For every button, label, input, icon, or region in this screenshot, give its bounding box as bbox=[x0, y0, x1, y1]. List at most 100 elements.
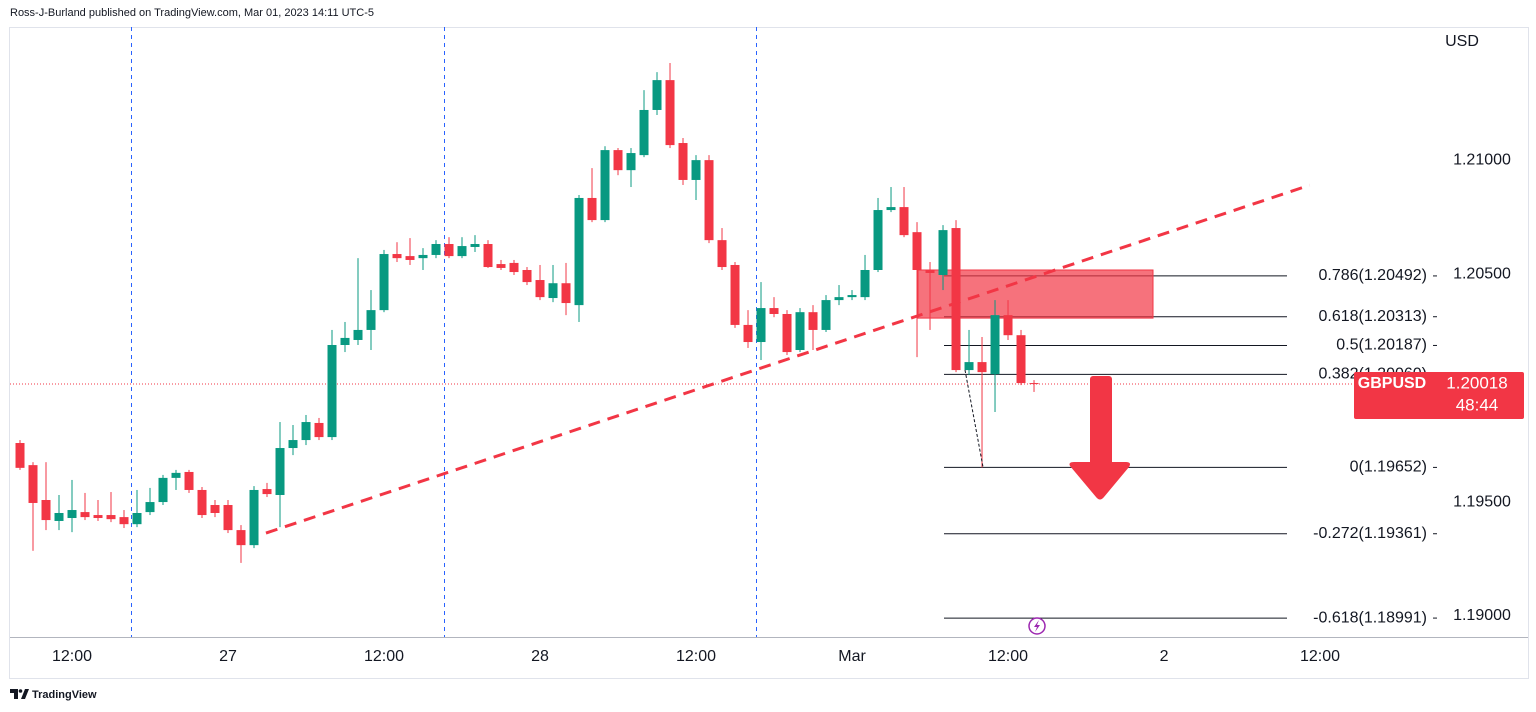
fib-anchor bbox=[964, 369, 984, 468]
candle-body bbox=[795, 312, 805, 351]
x-tick-label: 2 bbox=[1160, 648, 1169, 665]
x-tick-label: 12:00 bbox=[1300, 648, 1340, 665]
symbol-label: GBPUSD bbox=[1358, 375, 1426, 392]
candle-body bbox=[704, 160, 714, 241]
x-tick-label: 12:00 bbox=[52, 648, 92, 665]
y-tick-label: 1.19000 bbox=[1453, 607, 1511, 624]
candle-body bbox=[691, 160, 701, 180]
last-price-label: 1.20018 bbox=[1446, 373, 1507, 392]
candle-body bbox=[301, 422, 311, 441]
candle-body bbox=[678, 143, 688, 180]
brand-logo bbox=[10, 689, 29, 699]
candle-body bbox=[769, 308, 779, 314]
candle-body bbox=[132, 512, 142, 525]
candle-body bbox=[366, 310, 376, 330]
candle-body bbox=[860, 269, 870, 298]
header: Ross-J-Burland published on TradingView.… bbox=[10, 7, 374, 19]
candle-body bbox=[28, 465, 38, 503]
candle-body bbox=[210, 505, 220, 513]
x-tick-label: 12:00 bbox=[364, 648, 404, 665]
candle-body bbox=[782, 313, 792, 353]
candle-body bbox=[392, 254, 402, 259]
candle-body bbox=[925, 269, 935, 273]
candle-body bbox=[548, 283, 558, 299]
candle-body bbox=[405, 256, 415, 260]
candle-body bbox=[340, 337, 350, 345]
y-tick-label: 1.19500 bbox=[1453, 493, 1511, 510]
x-tick-label: 27 bbox=[219, 648, 237, 665]
candle-body bbox=[730, 264, 740, 325]
candle-body bbox=[275, 448, 285, 495]
candle-body bbox=[886, 207, 896, 211]
candle-body bbox=[353, 329, 363, 340]
candle-body bbox=[15, 443, 25, 468]
candle-body bbox=[873, 210, 883, 270]
candle-body bbox=[496, 264, 506, 268]
candle-body bbox=[821, 300, 831, 330]
candle-body bbox=[184, 471, 194, 490]
candle-body bbox=[717, 240, 727, 268]
x-tick-label: 12:00 bbox=[676, 648, 716, 665]
session-separators bbox=[131, 27, 757, 637]
candle-body bbox=[964, 362, 974, 371]
candle-body bbox=[158, 477, 168, 503]
brand: TradingView bbox=[10, 689, 97, 701]
candle-body bbox=[145, 502, 155, 513]
candle-body bbox=[1016, 335, 1026, 384]
candle-body bbox=[808, 312, 818, 330]
candle-body bbox=[1003, 315, 1013, 336]
candle-body bbox=[847, 295, 857, 298]
candle-body bbox=[41, 500, 51, 521]
candle-body bbox=[522, 269, 532, 283]
candle-body bbox=[418, 254, 428, 259]
y-tick-label: 1.20500 bbox=[1453, 265, 1511, 282]
candle-body bbox=[535, 280, 545, 298]
candle-body bbox=[431, 244, 441, 255]
event-bolt bbox=[1034, 620, 1040, 632]
candle-body bbox=[587, 197, 597, 221]
candle-body bbox=[444, 244, 454, 257]
candle-body bbox=[652, 80, 662, 110]
brand-name: TradingView bbox=[32, 689, 97, 701]
candle-body bbox=[119, 517, 129, 525]
candle-body bbox=[470, 244, 480, 247]
candle-body bbox=[951, 228, 961, 371]
fib-level-label: 0.618(1.20313) bbox=[1318, 308, 1427, 325]
candle-body bbox=[106, 515, 116, 520]
candle-body bbox=[379, 254, 389, 311]
y-tick-label: 1.21000 bbox=[1453, 151, 1511, 168]
candle-body bbox=[223, 505, 233, 531]
candle-body bbox=[574, 197, 584, 306]
candle-body bbox=[327, 344, 337, 438]
x-tick-label: 28 bbox=[531, 648, 549, 665]
candle-body bbox=[249, 489, 259, 546]
plot-area bbox=[10, 63, 1430, 619]
fib-level-label: 0(1.19652) bbox=[1350, 459, 1427, 476]
currency-label: USD bbox=[1445, 33, 1479, 50]
candle-body bbox=[288, 440, 298, 449]
candle-body bbox=[457, 246, 467, 257]
candle-body bbox=[67, 510, 77, 519]
candle-body bbox=[626, 153, 636, 171]
x-tick-label: 12:00 bbox=[988, 648, 1028, 665]
countdown-label: 48:44 bbox=[1456, 395, 1499, 414]
candle-body bbox=[756, 308, 766, 343]
candle-body bbox=[613, 150, 623, 171]
price-label-box bbox=[1354, 372, 1524, 419]
fib-level-label: 0.786(1.20492) bbox=[1318, 267, 1427, 284]
event-icon bbox=[1028, 617, 1046, 635]
fib-level-label: -0.272(1.19361) bbox=[1313, 525, 1427, 542]
candle-body bbox=[509, 262, 519, 273]
candle-body bbox=[977, 362, 987, 373]
fib-level-label: -0.618(1.18991) bbox=[1313, 609, 1427, 626]
candle-body bbox=[600, 150, 610, 221]
candle-body bbox=[80, 512, 90, 518]
candle-body bbox=[171, 472, 181, 478]
candle-body bbox=[990, 315, 1000, 375]
candle-body bbox=[236, 530, 246, 546]
down-arrow bbox=[1069, 376, 1130, 500]
x-tick-label: Mar bbox=[838, 648, 866, 665]
candle-body bbox=[262, 489, 272, 495]
